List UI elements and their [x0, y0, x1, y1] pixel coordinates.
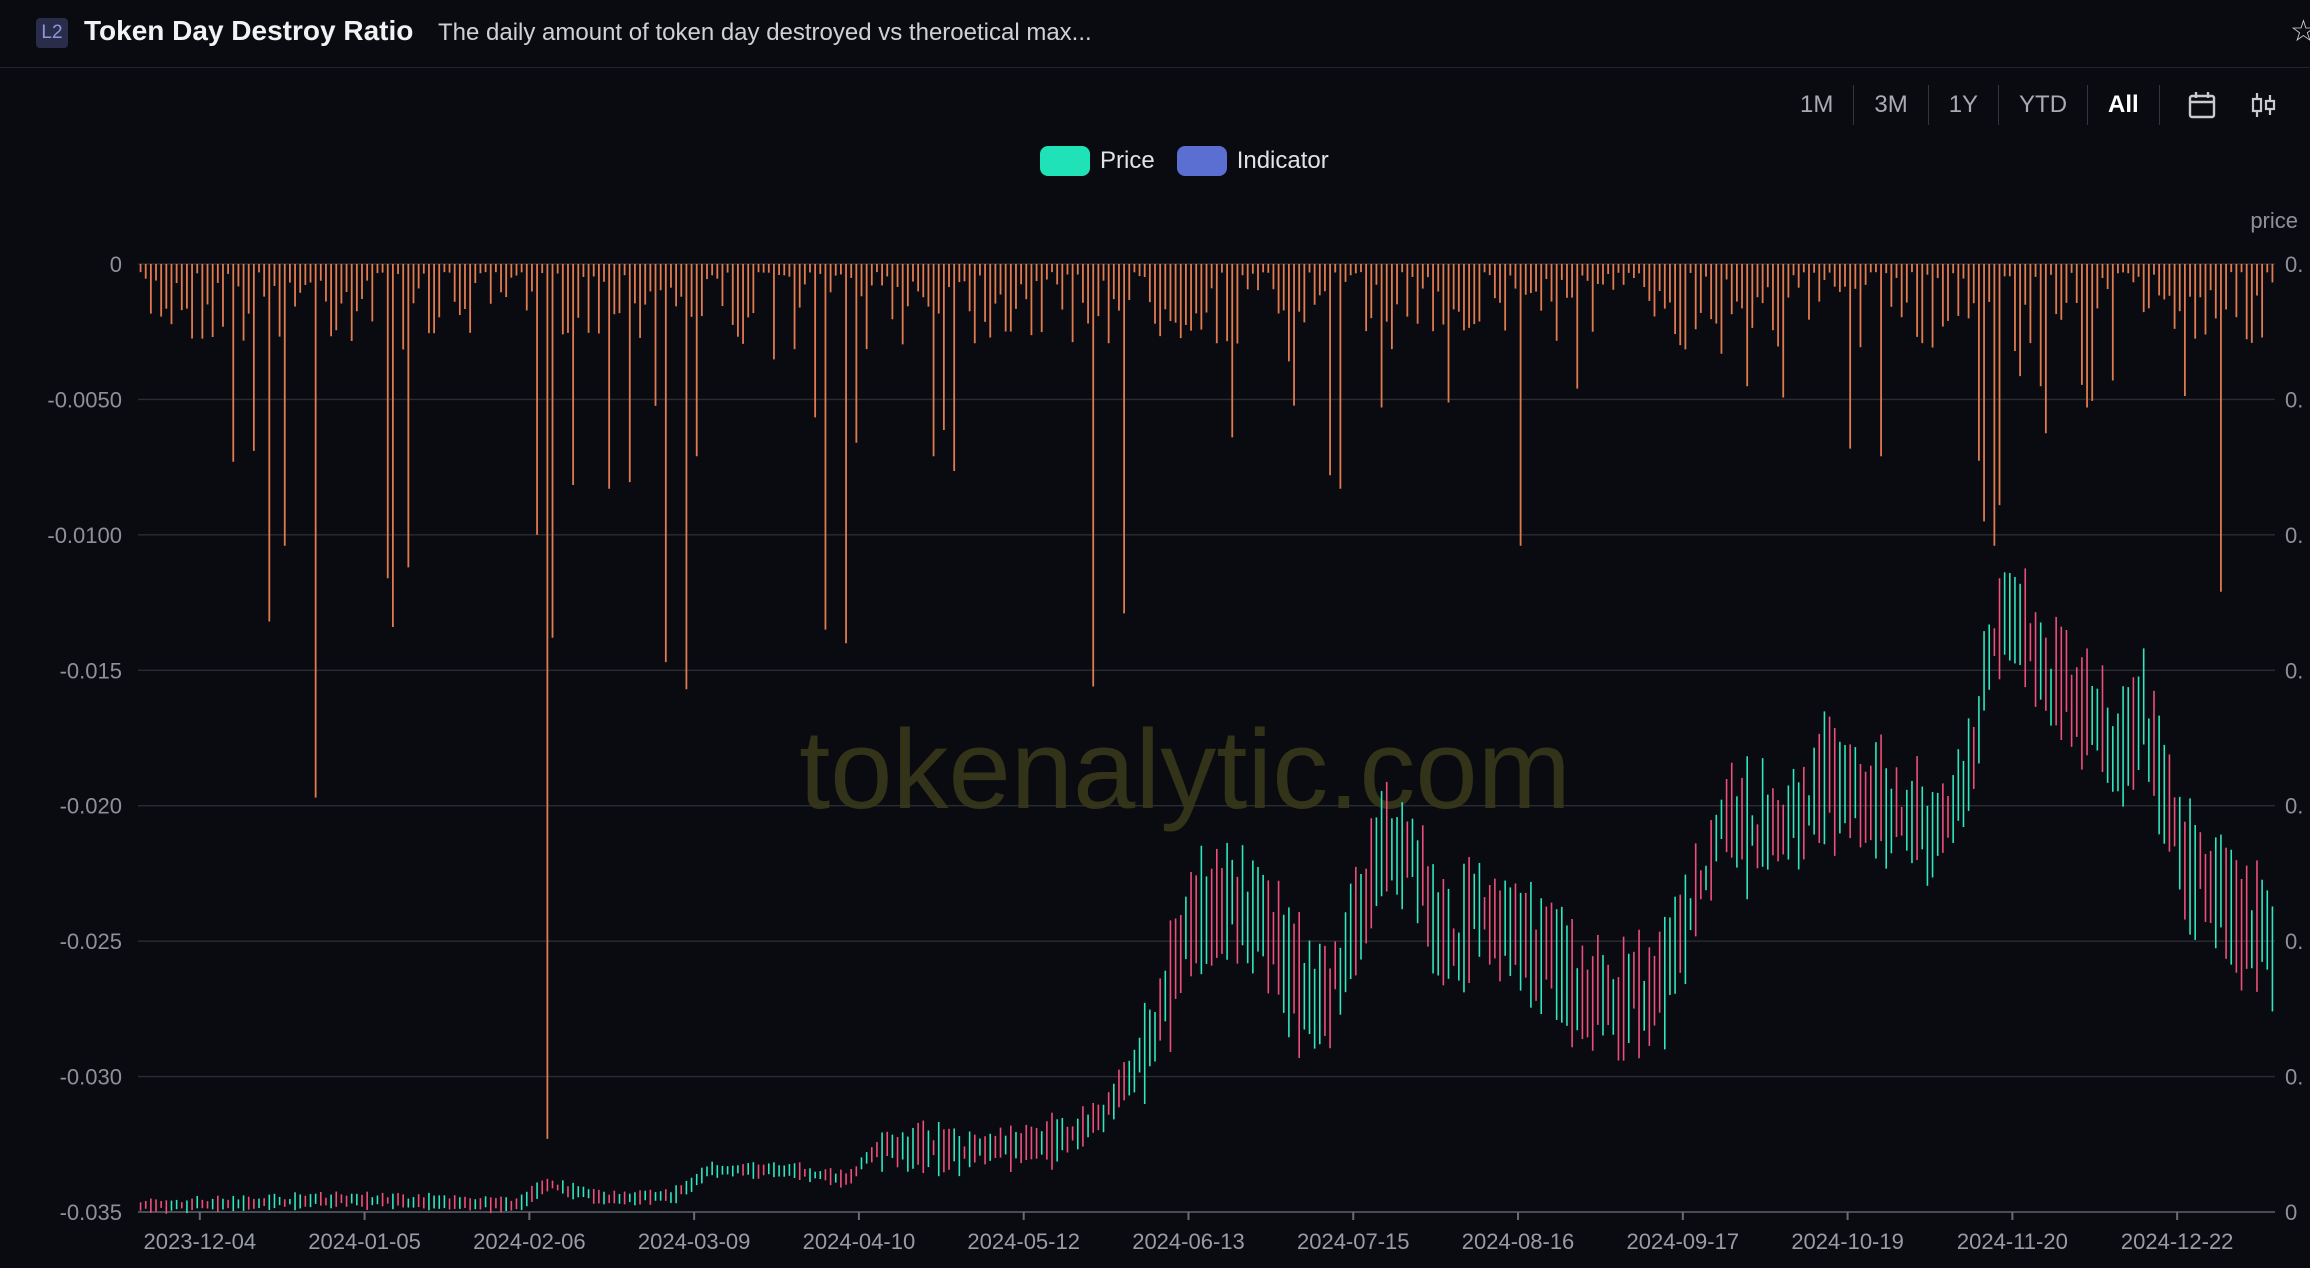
y-tick-label: -0.030 — [60, 1065, 122, 1090]
range-ytd-button[interactable]: YTD — [1999, 85, 2089, 125]
y-right-axis-label: price — [2250, 208, 2298, 233]
chart-legend: Price Indicator — [1040, 146, 1337, 176]
x-tick-label: 2024-04-10 — [803, 1229, 916, 1254]
y-tick-label: -0.020 — [60, 794, 122, 819]
legend-swatch-price — [1040, 146, 1090, 176]
y-tick-label: 0 — [110, 252, 122, 277]
x-tick-label: 2024-08-16 — [1462, 1229, 1575, 1254]
range-1y-button[interactable]: 1Y — [1929, 85, 2000, 125]
y-tick-label: -0.0100 — [47, 523, 122, 548]
page-subtitle: The daily amount of token day destroyed … — [438, 19, 1092, 46]
x-tick-label: 2024-10-19 — [1791, 1229, 1904, 1254]
x-tick-label: 2023-12-04 — [144, 1229, 257, 1254]
page-title: Token Day Destroy Ratio — [84, 15, 414, 46]
range-1m-button[interactable]: 1M — [1780, 85, 1855, 125]
x-tick-label: 2024-11-20 — [1957, 1229, 2068, 1254]
x-tick-label: 2024-01-05 — [308, 1229, 421, 1254]
candlestick-icon[interactable] — [2244, 85, 2284, 125]
legend-item-price[interactable]: Price — [1040, 146, 1155, 176]
calendar-icon[interactable] — [2182, 85, 2222, 125]
x-tick-label: 2024-05-12 — [967, 1229, 1080, 1254]
y-right-tick-label: 0. — [2285, 523, 2303, 548]
x-tick-label: 2024-07-15 — [1297, 1229, 1410, 1254]
x-tick-label: 2024-03-09 — [638, 1229, 751, 1254]
legend-label-price: Price — [1100, 147, 1155, 174]
legend-label-indicator: Indicator — [1236, 147, 1329, 174]
watermark: tokenalytic.com — [799, 707, 1571, 832]
x-tick-label: 2024-09-17 — [1627, 1229, 1740, 1254]
legend-swatch-indicator — [1176, 146, 1227, 176]
header-bar: L2 Token Day Destroy Ratio The daily amo… — [0, 0, 2310, 68]
star-icon[interactable]: ☆ — [2290, 15, 2310, 48]
x-tick-label: 2024-02-06 — [473, 1229, 586, 1254]
y-right-tick-label: 0. — [2285, 387, 2303, 412]
x-tick-label: 2024-06-13 — [1132, 1229, 1245, 1254]
legend-item-indicator[interactable]: Indicator — [1176, 146, 1329, 176]
range-3m-button[interactable]: 3M — [1854, 85, 1929, 125]
y-right-tick-label: 0 — [2285, 1200, 2297, 1225]
x-tick-label: 2024-12-22 — [2121, 1229, 2234, 1254]
range-selector: 1M 3M 1Y YTD All — [1780, 82, 2284, 128]
y-tick-label: -0.015 — [60, 658, 122, 683]
y-right-tick-label: 0. — [2285, 252, 2303, 277]
layer-badge: L2 — [36, 18, 68, 48]
y-tick-label: -0.035 — [60, 1200, 122, 1225]
y-right-tick-label: 0. — [2285, 794, 2303, 819]
y-right-tick-label: 0. — [2285, 658, 2303, 683]
range-all-button[interactable]: All — [2088, 85, 2160, 125]
y-tick-label: -0.0050 — [47, 387, 122, 412]
y-right-tick-label: 0. — [2285, 1065, 2303, 1090]
y-right-tick-label: 0. — [2285, 929, 2303, 954]
y-tick-label: -0.025 — [60, 929, 122, 954]
